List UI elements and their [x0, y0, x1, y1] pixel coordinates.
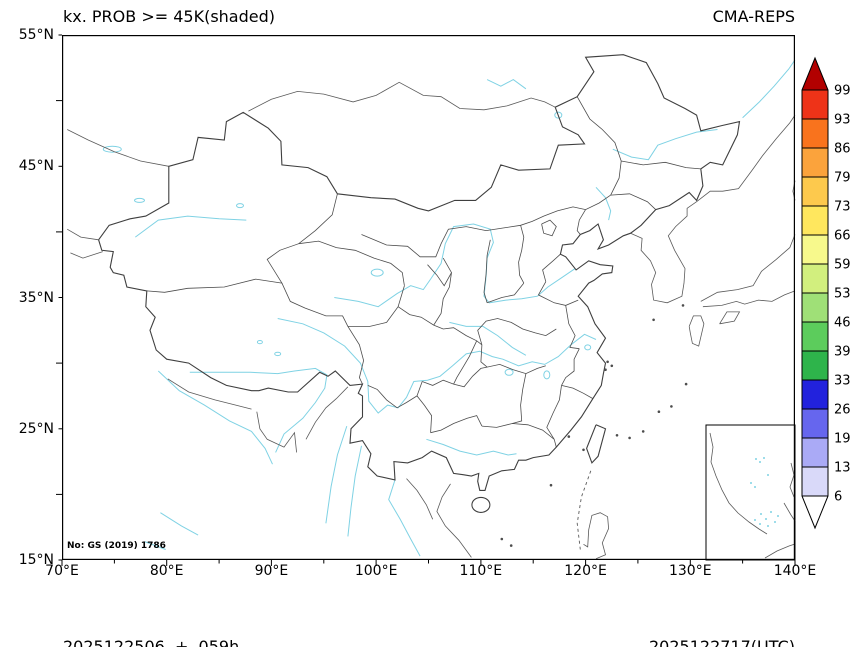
- init-time-line1: 2025122506 + 059h: [63, 637, 240, 647]
- y-tick-label: 15°N: [18, 552, 54, 568]
- map-plot-area: [56, 34, 796, 566]
- colorbar-label: 39: [834, 345, 851, 360]
- tick-marks: [56, 34, 796, 566]
- x-tick-label: 90°E: [254, 563, 289, 579]
- map-license-note: No: GS (2019) 1786: [67, 541, 166, 551]
- y-tick-label: 45°N: [18, 158, 54, 175]
- colorbar-label: 13: [834, 461, 851, 476]
- colorbar-label: 86: [834, 142, 851, 157]
- colorbar-label: 99: [834, 84, 851, 99]
- colorbar-label: 6: [834, 490, 842, 505]
- x-tick-label: 140°E: [773, 563, 817, 579]
- x-tick-label: 130°E: [668, 563, 712, 579]
- colorbar-label: 93: [834, 113, 851, 128]
- colorbar-label: 79: [834, 171, 851, 186]
- province-borders-layer: [146, 96, 701, 448]
- y-tick-label: 35°N: [18, 289, 54, 306]
- valid-time-block: 2025122717(UTC) 2025122801(CST): [649, 584, 795, 647]
- x-tick-label: 100°E: [354, 563, 398, 579]
- rivers-layer: [102, 59, 796, 557]
- colorbar-label: 73: [834, 200, 851, 215]
- y-tick-label: 55°N: [18, 27, 54, 43]
- x-tick-label: 110°E: [459, 563, 503, 579]
- china-map-svg: [56, 34, 796, 566]
- x-tick-label: 120°E: [564, 563, 607, 579]
- colorbar-label: 26: [834, 403, 851, 418]
- colorbar-label: 33: [834, 374, 851, 389]
- colorbar-label: 66: [834, 229, 851, 244]
- south-china-sea-inset: [705, 424, 796, 561]
- y-tick-label: 25°N: [18, 420, 54, 437]
- foreign-borders-layer: [66, 81, 796, 560]
- colorbar-label: 19: [834, 432, 851, 447]
- valid-time-utc: 2025122717(UTC): [649, 637, 795, 647]
- national-border-layer: [98, 54, 741, 547]
- map-frame: [62, 35, 795, 560]
- page-title: kx. PROB >= 45K(shaded): [63, 7, 275, 26]
- colorbar-label: 59: [834, 258, 851, 273]
- colorbar-label: 46: [834, 316, 851, 331]
- model-brand-label: CMA-REPS: [712, 7, 795, 26]
- init-time-block: 2025122506 + 059h 2025122514 + 059h: [63, 584, 239, 647]
- colorbar-label: 53: [834, 287, 851, 302]
- colorbar: 99 93 86 79 73 66 59 53 46 39 33 26 19 13 6: [801, 56, 851, 530]
- x-tick-label: 80°E: [149, 563, 184, 579]
- x-tick-label: 70°E: [45, 563, 79, 579]
